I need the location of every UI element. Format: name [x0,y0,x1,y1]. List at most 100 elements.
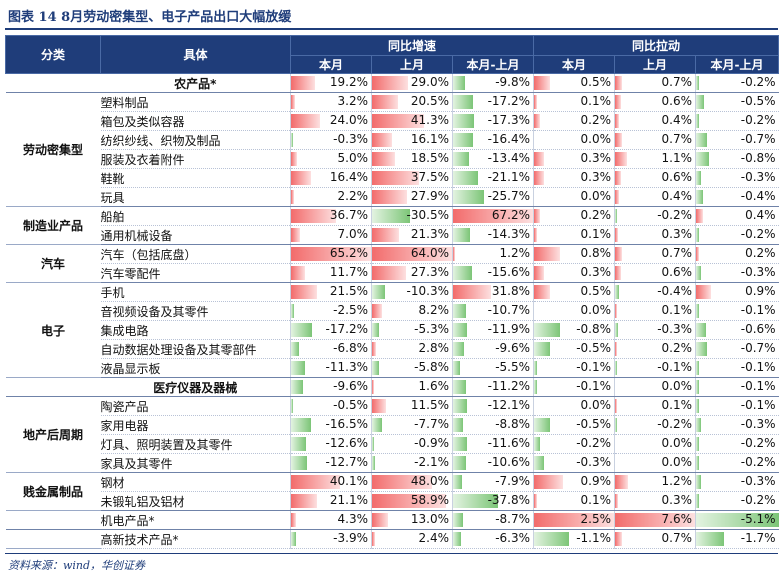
value-cell: -0.8% [695,149,779,169]
value-cell: 11.7% [290,263,372,283]
value-cell: -14.3% [451,225,534,245]
value-cell: -0.3% [614,320,696,340]
positive-databar [615,171,622,185]
value-cell: 24.0% [290,111,372,131]
value-text: 0.4% [661,189,693,203]
negative-databar [453,418,464,432]
value-cell: -9.6% [451,339,534,359]
positive-databar [534,76,551,90]
value-cell: -17.2% [290,320,372,340]
item-label: 机电产品* [100,510,291,530]
value-text: -17.2% [487,94,531,108]
negative-databar [291,418,312,432]
negative-databar [534,342,551,356]
category-label: 电子 [5,282,101,378]
value-cell: -0.4% [614,282,696,302]
value-text: -3.9% [333,531,368,545]
value-text: 0.0% [580,398,612,412]
category-label: 汽车 [5,244,101,283]
positive-databar [534,285,551,299]
negative-databar [291,323,313,337]
value-text: 8.2% [418,303,450,317]
negative-databar [696,114,700,128]
value-text: -0.4% [740,189,776,203]
value-text: 0.0% [580,132,612,146]
negative-databar [372,437,375,451]
value-cell: 0.2% [533,111,615,131]
value-text: -0.5% [740,94,776,108]
table-row: 箱包及类似容器 24.0% 41.3% -17.3% 0.2% 0.4% -0.2% [6,111,779,131]
value-text: 16.4% [329,170,368,184]
value-cell: 0.7% [614,244,696,264]
value-text: -0.3% [740,265,776,279]
table-row: 医疗仪器及器械 -9.6% 1.6% -11.2% -0.1% 0.0% -0.1% [5,377,779,397]
positive-databar [372,190,407,204]
value-text: 0.1% [580,493,612,507]
value-text: -5.5% [495,360,531,374]
negative-databar [696,171,701,185]
positive-databar [372,247,452,261]
value-text: 1.6% [418,379,450,393]
item-label: 家用电器 [100,415,291,435]
value-cell: -17.2% [451,92,534,112]
value-cell: -15.6% [451,263,534,283]
negative-databar [696,76,700,90]
value-cell: 16.4% [290,168,372,188]
negative-databar [696,475,701,489]
value-text: -11.2% [487,379,531,393]
value-text: 0.3% [580,151,612,165]
positive-databar [291,171,312,185]
value-cell: 0.1% [533,225,615,245]
value-text: 41.3% [410,113,449,127]
value-text: -12.7% [325,455,368,469]
value-cell: -0.8% [533,320,615,340]
value-cell: -0.1% [695,396,779,416]
positive-databar [291,114,321,128]
item-label: 液晶显示板 [100,358,291,378]
value-cell: 0.6% [614,92,696,112]
value-text: -0.1% [740,379,776,393]
header-growth-diff: 本月-上月 [451,55,535,74]
category-label-empty [5,510,101,530]
negative-databar [453,76,465,90]
positive-databar [291,209,337,223]
value-cell: -2.1% [371,453,453,473]
value-text: 0.5% [580,75,612,89]
value-cell: 41.3% [371,111,453,131]
value-text: 0.2% [580,113,612,127]
item-label: 灯具、照明装置及其零件 [100,434,291,454]
value-text: -10.7% [487,303,531,317]
value-text: -0.7% [740,341,776,355]
value-text: -1.1% [576,531,612,545]
value-text: -30.5% [406,208,449,222]
value-text: -0.2% [740,113,776,127]
negative-databar [291,399,294,413]
value-cell: 0.5% [533,282,615,302]
value-cell: 7.6% [614,510,696,530]
positive-databar [372,76,409,90]
value-cell: 29.0% [371,73,453,93]
value-text: 0.7% [661,246,693,260]
value-cell: 67.2% [451,206,534,226]
negative-databar [696,133,708,147]
negative-databar [291,532,296,546]
value-cell: -5.1% [695,510,779,530]
positive-databar [615,266,622,280]
value-text: 2.5% [580,512,612,526]
negative-databar [453,114,474,128]
value-cell: 2.2% [290,187,372,207]
value-text: -0.2% [740,493,776,507]
negative-databar [534,437,541,451]
value-cell: -11.9% [451,320,534,340]
value-text: 64.0% [410,246,449,260]
value-cell: -3.9% [290,529,372,549]
value-cell: -2.5% [290,301,372,321]
value-text: -0.1% [576,360,612,374]
value-text: 1.2% [499,246,531,260]
value-cell: -7.9% [451,472,534,492]
table-row: 服装及衣着附件 5.0% 18.5% -13.4% 0.3% 1.1% -0.8% [6,149,779,169]
positive-databar [453,247,456,261]
value-cell: -16.4% [451,130,534,150]
negative-databar [696,95,705,109]
positive-databar [615,532,623,546]
